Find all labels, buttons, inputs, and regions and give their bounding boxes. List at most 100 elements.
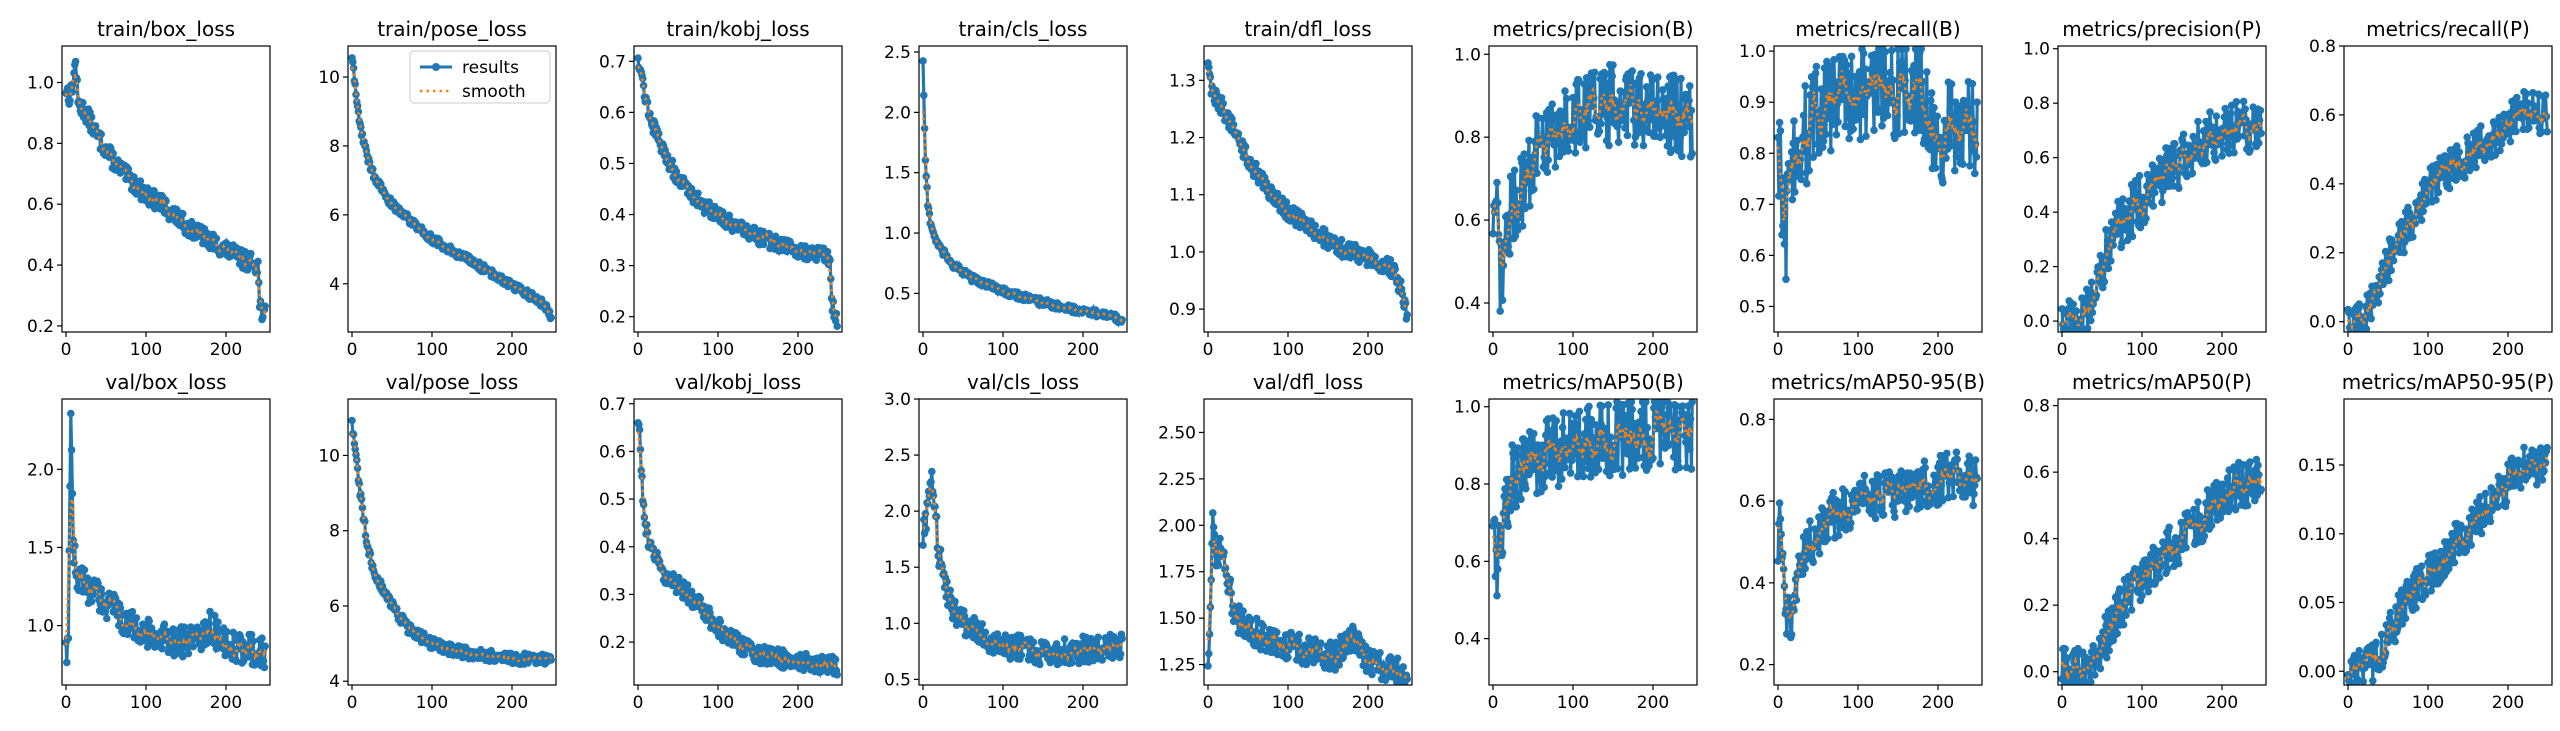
- results-point: [1817, 85, 1825, 93]
- y-tick-label: 0.6: [2309, 106, 2336, 126]
- results-point: [2091, 671, 2099, 679]
- chart-title: train/cls_loss: [959, 17, 1088, 41]
- results-point: [2113, 629, 2121, 638]
- results-point: [2087, 316, 2095, 325]
- results-point: [1806, 517, 1814, 525]
- results-point: [1853, 115, 1861, 124]
- results-point: [1551, 163, 1560, 171]
- results-point: [2498, 480, 2507, 489]
- x-tick-label: 0: [1773, 693, 1784, 713]
- chart-panel: metrics/recall(B)0 100 2000.50.60.70.80.91…: [1739, 17, 1983, 360]
- results-point: [1558, 475, 1566, 483]
- results-point: [2175, 559, 2183, 568]
- x-tick-label: 0: [347, 693, 358, 713]
- smooth-series-line: [350, 432, 552, 663]
- axes-frame: [1773, 45, 1983, 333]
- y-tick-label: 1.5: [884, 558, 911, 578]
- results-point: [2209, 123, 2217, 132]
- results-point: [1029, 638, 1038, 646]
- results-point: [2375, 273, 2383, 281]
- results-point: [1621, 124, 1629, 132]
- results-point: [920, 91, 928, 100]
- results-point: [189, 642, 197, 651]
- y-tick-label: 0.7: [599, 52, 626, 72]
- results-point: [2111, 218, 2119, 226]
- results-point: [355, 479, 364, 488]
- results-point: [1853, 506, 1861, 515]
- chart-title: metrics/mAP50-95(B): [1771, 370, 1985, 394]
- results-point: [740, 650, 749, 659]
- results-point: [2118, 239, 2126, 247]
- results-point: [2231, 505, 2240, 514]
- y-tick-label: 1.0: [1739, 42, 1766, 62]
- results-point: [2517, 484, 2525, 492]
- results-point: [2223, 474, 2232, 482]
- results-point: [2218, 152, 2226, 160]
- x-tick-label: 200: [1067, 340, 1099, 360]
- results-point: [2107, 257, 2115, 265]
- results-point: [2496, 146, 2504, 155]
- results-point: [1397, 277, 1405, 285]
- y-tick-label: 0.7: [599, 395, 626, 415]
- results-point: [2520, 443, 2528, 452]
- y-tick-label: 4: [329, 672, 340, 692]
- x-tick-label: 100: [2126, 693, 2158, 713]
- y-tick-label: 6: [329, 206, 340, 226]
- results-point: [2105, 646, 2113, 655]
- results-point: [1209, 523, 1218, 531]
- x-tick-label: 200: [2492, 340, 2524, 360]
- results-point: [2127, 606, 2136, 614]
- results-point: [2190, 505, 2198, 514]
- x-tick-label: 0: [2057, 340, 2068, 360]
- results-point: [1548, 100, 1556, 108]
- results-point: [2409, 233, 2417, 241]
- results-point: [1582, 415, 1590, 424]
- results-point: [1205, 63, 1213, 72]
- results-point: [1295, 630, 1303, 639]
- x-tick-label: 200: [1637, 340, 1669, 360]
- results-point: [1811, 84, 1819, 93]
- y-tick-label: 0.5: [884, 670, 911, 690]
- results-point: [1586, 123, 1594, 131]
- results-point: [2155, 573, 2164, 582]
- results-point: [547, 656, 555, 664]
- results-point: [2417, 191, 2425, 199]
- y-tick-label: 0.2: [27, 317, 54, 337]
- results-point: [1811, 525, 1819, 533]
- chart-panel: metrics/mAP50-95(P)0 100 2000.000.050.100.…: [2298, 370, 2554, 713]
- results-point: [1951, 98, 1960, 106]
- axes-frame: [1488, 45, 1698, 333]
- smooth-series-line: [921, 111, 1123, 322]
- results-point: [2083, 324, 2092, 332]
- results-point: [759, 240, 768, 249]
- results-point: [1672, 101, 1680, 109]
- results-point: [1628, 405, 1636, 414]
- y-tick-label: 2.50: [1158, 423, 1196, 443]
- results-point: [1614, 464, 1622, 473]
- x-tick-label: 200: [1352, 340, 1384, 360]
- axes-frame: [347, 45, 557, 333]
- results-point: [1875, 71, 1884, 79]
- results-point: [2119, 195, 2127, 203]
- axes-frame: [1203, 45, 1413, 333]
- results-point: [1587, 415, 1596, 424]
- x-tick-label: 0: [633, 693, 644, 713]
- x-tick-label: 100: [130, 340, 162, 360]
- results-point: [2111, 209, 2120, 218]
- results-point: [1803, 179, 1811, 188]
- results-point: [921, 156, 930, 165]
- results-point: [2058, 305, 2066, 313]
- results-point: [1962, 477, 1970, 485]
- results-point: [180, 623, 189, 631]
- x-tick-label: 100: [2126, 340, 2158, 360]
- results-point: [2108, 604, 2117, 612]
- results-point: [1546, 113, 1554, 121]
- results-point: [1916, 126, 1925, 135]
- results-point: [158, 644, 166, 653]
- results-point: [223, 628, 231, 636]
- results-series-line: [64, 61, 267, 320]
- results-point: [1859, 110, 1867, 119]
- results-point: [1368, 670, 1376, 679]
- results-point: [2257, 129, 2265, 138]
